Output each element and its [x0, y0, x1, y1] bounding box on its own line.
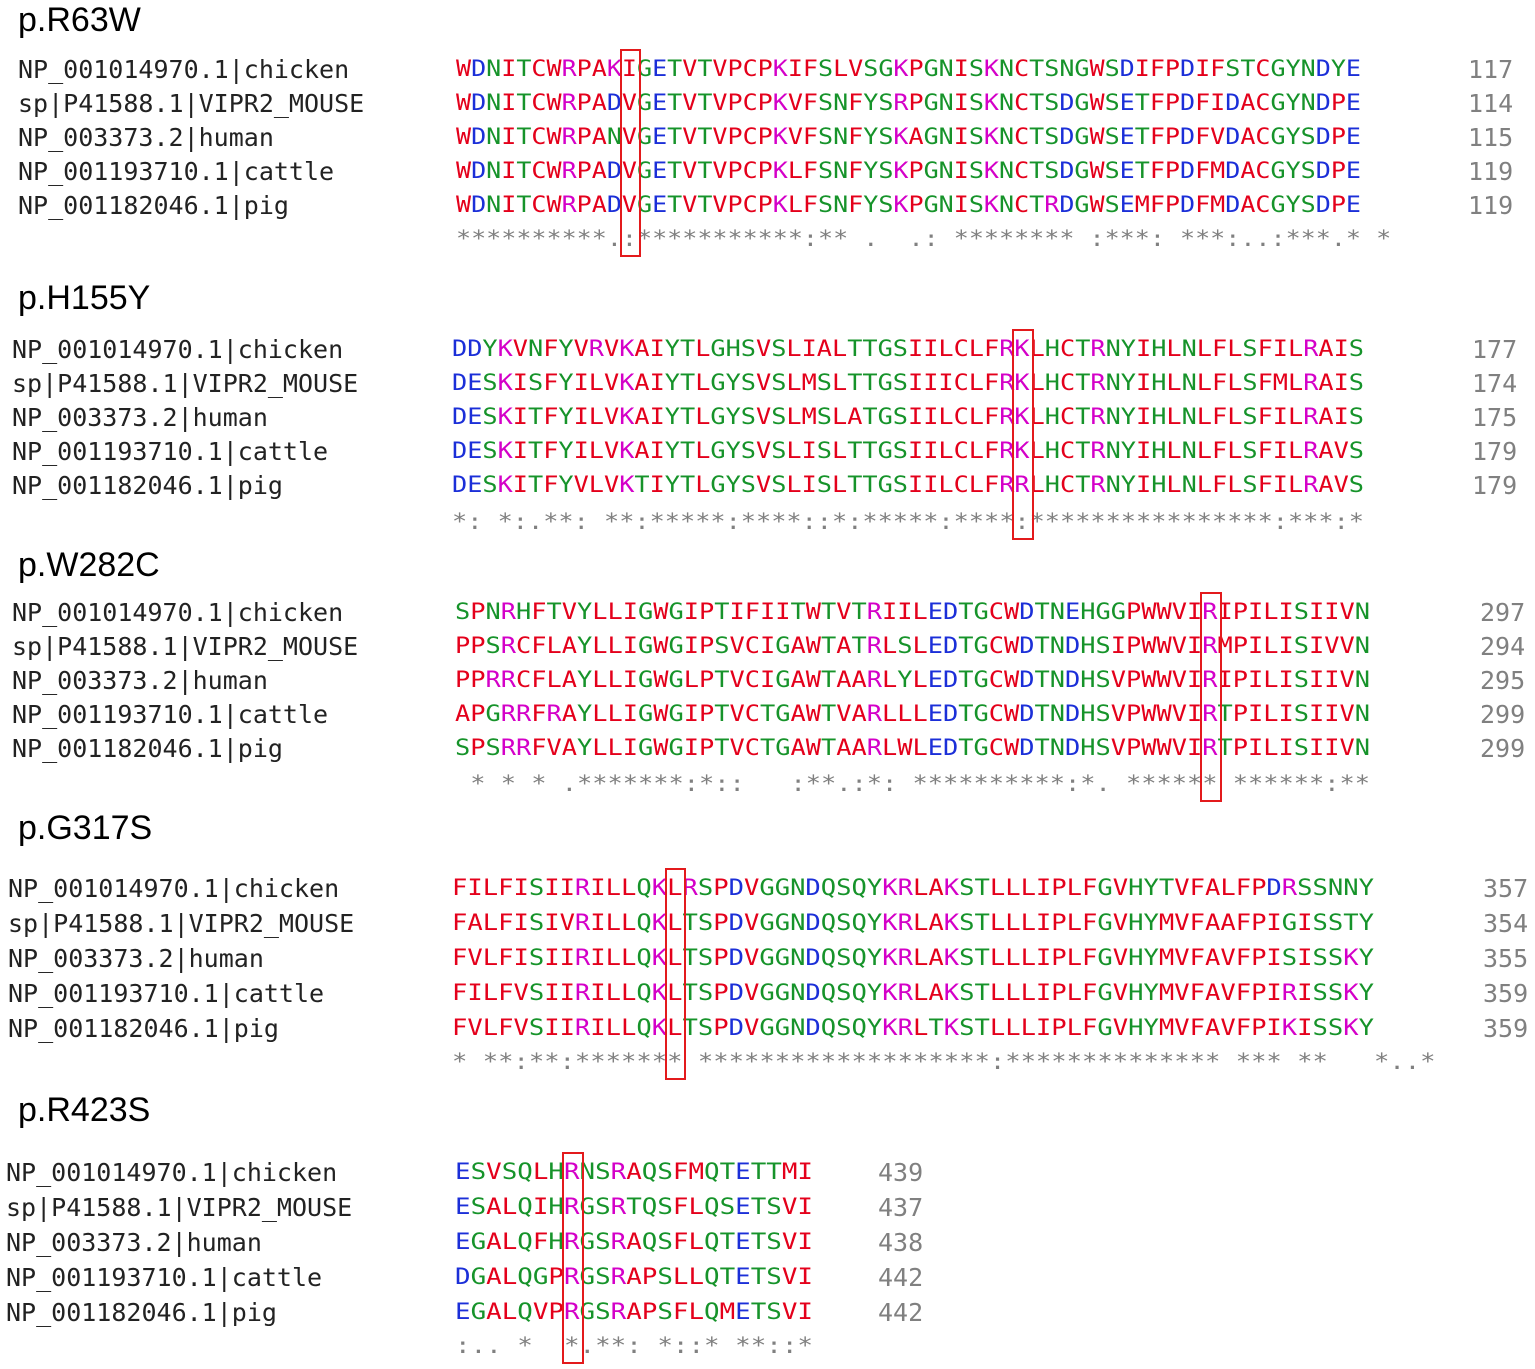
sequence-residues: SPNRHFTVYLLIGWGIPTIFIITWTVTRIILEDTGCWDTN…	[455, 600, 1370, 625]
sequence-residues: DESKITFYILVKAIYTLGYSVSLISLTTGSIILCLFRKLH…	[452, 439, 1364, 464]
sequence-name: NP_001193710.1|cattle	[12, 437, 329, 466]
sequence-residues: PPRRCFLAYLLIGWGLPTVCIGAWTAARLYLEDTGCWDTN…	[455, 668, 1370, 693]
mutation-title: p.R423S	[18, 1091, 151, 1129]
residue-end-number: 179	[1472, 471, 1518, 500]
sequence-name: NP_001193710.1|cattle	[6, 1263, 323, 1292]
residue-end-number: 119	[1468, 157, 1514, 186]
mutation-highlight-box	[561, 1152, 584, 1364]
sequence-residues: WDNITCWRPADVGETVTVPCPKLFSNFYSKPGNISKNCTR…	[456, 193, 1361, 218]
sequence-name: sp|P41588.1|VIPR2_MOUSE	[12, 632, 359, 661]
sequence-residues: ESALQIHRGSRTQSFLQSETSVI	[455, 1195, 813, 1220]
residue-end-number: 179	[1472, 437, 1518, 466]
mutation-highlight-box	[665, 868, 687, 1080]
sequence-residues: EGALQFHRGSRAQSFLQTETSVI	[455, 1230, 813, 1255]
conservation-line: :.. * *.**: *::* **::*	[455, 1334, 813, 1359]
sequence-residues: DESKITFYILVKAIYTLGYSVSLMSLATGSIILCLFRKLH…	[452, 405, 1364, 430]
residue-end-number: 442	[878, 1263, 924, 1292]
sequence-residues: ESVSQLHRNSRAQSFMQTETTMI	[455, 1160, 813, 1185]
sequence-name: NP_001014970.1|chicken	[12, 335, 344, 364]
sequence-residues: WDNITCWRPADVGETVTVPCPKLFSNFYSKPGNISKNCTS…	[456, 159, 1361, 184]
residue-end-number: 355	[1483, 944, 1529, 973]
sequence-residues: DGALQGPRGSRAPSLLQTETSVI	[455, 1265, 813, 1290]
sequence-name: NP_001193710.1|cattle	[8, 979, 325, 1008]
residue-end-number: 299	[1480, 734, 1526, 763]
sequence-residues: FALFISIVRILLQKLTSPDVGGNDQSQYKRLAKSTLLLIP…	[452, 911, 1374, 936]
sequence-name: NP_001014970.1|chicken	[8, 874, 340, 903]
sequence-residues: FILFISIIRILLQKLRSPDVGGNDQSQYKRLAKSTLLLIP…	[452, 876, 1374, 901]
mutation-title: p.W282C	[18, 546, 160, 584]
sequence-name: sp|P41588.1|VIPR2_MOUSE	[12, 369, 359, 398]
mutation-highlight-box	[619, 49, 641, 257]
mutation-highlight-box	[1200, 592, 1222, 802]
mutation-title: p.R63W	[18, 1, 141, 39]
sequence-name: NP_001014970.1|chicken	[12, 598, 344, 627]
residue-end-number: 297	[1480, 598, 1526, 627]
sequence-residues: PPSRCFLAYLLIGWGIPSVCIGAWTATRLSLEDTGCWDTN…	[455, 634, 1370, 659]
residue-end-number: 359	[1483, 1014, 1529, 1043]
sequence-residues: DESKISFYILVKAIYTLGYSVSLMSLTTGSIIICLFRKLH…	[452, 371, 1364, 396]
sequence-name: NP_003373.2|human	[12, 666, 268, 695]
sequence-name: NP_003373.2|human	[18, 123, 274, 152]
residue-end-number: 119	[1468, 191, 1514, 220]
residue-end-number: 294	[1480, 632, 1526, 661]
residue-end-number: 117	[1468, 55, 1514, 84]
residue-end-number: 438	[878, 1228, 924, 1257]
residue-end-number: 442	[878, 1298, 924, 1327]
residue-end-number: 437	[878, 1193, 924, 1222]
sequence-name: NP_001014970.1|chicken	[18, 55, 350, 84]
sequence-name: sp|P41588.1|VIPR2_MOUSE	[18, 89, 365, 118]
mutation-title: p.G317S	[18, 809, 153, 847]
sequence-name: NP_001182046.1|pig	[12, 734, 283, 763]
residue-end-number: 114	[1468, 89, 1514, 118]
sequence-residues: SPSRRFVAYLLIGWGIPTVCTGAWTAARLWLEDTGCWDTN…	[455, 736, 1370, 761]
residue-end-number: 439	[878, 1158, 924, 1187]
sequence-residues: DDYKVNFYVRVKAIYTLGHSVSLIALTTGSIILCLFRKLH…	[452, 337, 1364, 362]
residue-end-number: 177	[1472, 335, 1518, 364]
residue-end-number: 359	[1483, 979, 1529, 1008]
mutation-highlight-box	[1012, 329, 1034, 540]
sequence-residues: FILFVSIIRILLQKLTSPDVGGNDQSQYKRLAKSTLLLIP…	[452, 981, 1374, 1006]
sequence-residues: EGALQVPRGSRAPSFLQMETSVI	[455, 1300, 813, 1325]
conservation-line: * **:**:******* *******************:****…	[452, 1050, 1436, 1075]
residue-end-number: 174	[1472, 369, 1518, 398]
conservation-line: **********.:***********:** . .: ********…	[456, 227, 1392, 252]
sequence-name: NP_003373.2|human	[6, 1228, 262, 1257]
sequence-name: NP_001193710.1|cattle	[12, 700, 329, 729]
sequence-name: NP_001182046.1|pig	[6, 1298, 277, 1327]
residue-end-number: 295	[1480, 666, 1526, 695]
sequence-name: NP_001193710.1|cattle	[18, 157, 335, 186]
sequence-residues: DESKITFYVLVKTIYTLGYSVSLISLTTGSIILCLFRRLH…	[452, 473, 1364, 498]
sequence-name: NP_001182046.1|pig	[18, 191, 289, 220]
conservation-line: *: *:.**: **:*****:****::*:*****:****:**…	[452, 510, 1364, 535]
sequence-name: NP_003373.2|human	[8, 944, 264, 973]
sequence-name: NP_003373.2|human	[12, 403, 268, 432]
residue-end-number: 299	[1480, 700, 1526, 729]
residue-end-number: 357	[1483, 874, 1529, 903]
sequence-residues: WDNITCWRPANVGETVTVPCPKVFSNFYSKAGNISKNCTS…	[456, 125, 1361, 150]
sequence-name: sp|P41588.1|VIPR2_MOUSE	[6, 1193, 353, 1222]
mutation-title: p.H155Y	[18, 279, 151, 317]
residue-end-number: 175	[1472, 403, 1518, 432]
sequence-residues: FVLFVSIIRILLQKLTSPDVGGNDQSQYKRLTKSTLLLIP…	[452, 1016, 1374, 1041]
sequence-name: NP_001014970.1|chicken	[6, 1158, 338, 1187]
sequence-name: sp|P41588.1|VIPR2_MOUSE	[8, 909, 355, 938]
sequence-residues: WDNITCWRPADVGETVTVPCPKVFSNFYSRPGNISKNCTS…	[456, 91, 1361, 116]
residue-end-number: 354	[1483, 909, 1529, 938]
sequence-name: NP_001182046.1|pig	[8, 1014, 279, 1043]
sequence-residues: WDNITCWRPAKIGETVTVPCPKIFSLVSGKPGNISKNCTS…	[456, 57, 1361, 82]
sequence-name: NP_001182046.1|pig	[12, 471, 283, 500]
sequence-residues: FVLFISIIRILLQKLTSPDVGGNDQSQYKRLAKSTLLLIP…	[452, 946, 1374, 971]
conservation-line: * * * .*******:*:: :**.:*: **********:*.…	[455, 772, 1370, 797]
residue-end-number: 115	[1468, 123, 1514, 152]
sequence-residues: APGRRFRAYLLIGWGIPTVCTGAWTVARLLLEDTGCWDTN…	[455, 702, 1370, 727]
